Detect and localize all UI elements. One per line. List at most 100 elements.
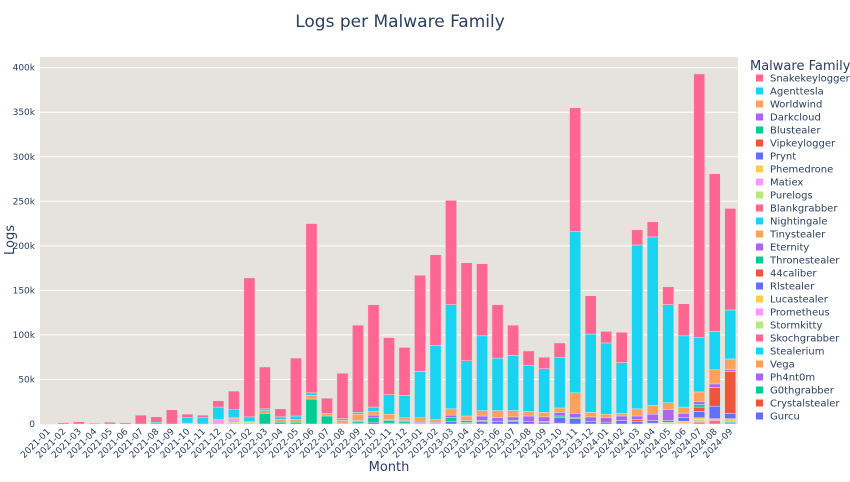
bar-prynt-2024-07[interactable] <box>693 411 706 419</box>
bar-agenttesla-2022-08[interactable] <box>336 418 349 421</box>
bar-darkcloud-2024-01[interactable] <box>600 417 612 423</box>
legend-item-blustealer[interactable]: Blustealer <box>756 126 821 137</box>
legend-item-tinystealer[interactable]: Tinystealer <box>756 230 826 241</box>
bar-snakekeylogger-2023-09[interactable] <box>538 356 550 370</box>
legend-item-lucastealer[interactable]: Lucastealer <box>756 295 829 306</box>
bar-darkcloud-2024-06[interactable] <box>677 413 690 419</box>
bar-darkcloud-2024-07[interactable] <box>693 401 706 405</box>
bar-snakekeylogger-2021-03[interactable] <box>72 421 85 425</box>
bar-agenttesla-2022-11[interactable] <box>383 394 395 415</box>
legend-item-crystalstealer[interactable]: Crystalstealer <box>756 399 840 410</box>
bar-snakekeylogger-2022-08[interactable] <box>336 372 349 419</box>
bar-agenttesla-2022-04[interactable] <box>274 416 287 420</box>
bar-blustealer-2022-12[interactable] <box>398 421 411 424</box>
bar-worldwind-2023-03[interactable] <box>445 408 457 416</box>
bar-snakekeylogger-2022-06[interactable] <box>305 223 318 394</box>
bar-darkcloud-2024-08[interactable] <box>708 383 721 388</box>
bar-blustealer-2022-07[interactable] <box>321 415 333 425</box>
bar-darkcloud-2023-04[interactable] <box>460 420 473 423</box>
legend-item-vipkeylogger[interactable]: Vipkeylogger <box>756 139 836 150</box>
bar-darkcloud-2022-10[interactable] <box>367 414 380 419</box>
bar-worldwind-2022-11[interactable] <box>383 413 395 420</box>
legend-item-nightingale[interactable]: Nightingale <box>756 217 827 228</box>
bar-prynt-2023-12[interactable] <box>584 421 597 425</box>
bar-agenttesla-2023-12[interactable] <box>584 333 597 413</box>
bar-worldwind-2023-05[interactable] <box>476 410 488 417</box>
bar-phemedrone-2024-09[interactable] <box>724 418 737 423</box>
legend-item-prometheus[interactable]: Prometheus <box>756 308 830 319</box>
bar-prynt-2024-06[interactable] <box>677 417 690 422</box>
bar-worldwind-2023-08[interactable] <box>522 411 535 417</box>
bar-prynt-2024-04[interactable] <box>646 420 659 424</box>
bar-prynt-2022-10[interactable] <box>367 421 380 425</box>
bar-agenttesla-2022-09[interactable] <box>352 412 364 415</box>
bar-agenttesla-2022-10[interactable] <box>367 406 380 412</box>
bar-worldwind-2024-07[interactable] <box>693 391 706 402</box>
bar-worldwind-2024-09[interactable] <box>724 358 737 370</box>
bar-blustealer-2022-09[interactable] <box>352 421 364 424</box>
bar-snakekeylogger-2022-04[interactable] <box>274 408 287 418</box>
bar-agenttesla-2023-07[interactable] <box>507 355 519 411</box>
bar-snakekeylogger-2023-08[interactable] <box>522 350 535 366</box>
bar-blankgrabber-2024-08[interactable] <box>708 420 721 425</box>
bar-blustealer-2022-05[interactable] <box>290 421 302 425</box>
bar-snakekeylogger-2024-03[interactable] <box>631 229 644 246</box>
bar-purelogs-2024-07[interactable] <box>693 419 706 423</box>
bar-worldwind-2024-03[interactable] <box>631 408 644 417</box>
bar-snakekeylogger-2023-06[interactable] <box>491 304 504 359</box>
bar-snakekeylogger-2022-10[interactable] <box>367 304 380 408</box>
bar-snakekeylogger-2023-10[interactable] <box>553 342 566 358</box>
bar-darkcloud-2023-09[interactable] <box>538 416 550 422</box>
bar-snakekeylogger-2023-11[interactable] <box>569 107 581 232</box>
bar-agenttesla-2023-04[interactable] <box>460 360 473 417</box>
bar-snakekeylogger-2021-09[interactable] <box>166 409 178 425</box>
bar-worldwind-2023-04[interactable] <box>460 415 473 421</box>
bar-snakekeylogger-2021-08[interactable] <box>150 416 163 423</box>
bar-agenttesla-2023-11[interactable] <box>569 231 581 394</box>
bar-agenttesla-2024-01[interactable] <box>600 342 612 415</box>
legend-item-44caliber[interactable]: 44caliber <box>756 269 817 280</box>
bar-worldwind-2022-03[interactable] <box>259 410 271 414</box>
bar-worldwind-2022-04[interactable] <box>274 419 287 423</box>
bar-snakekeylogger-2024-02[interactable] <box>615 332 628 363</box>
bar-agenttesla-2023-03[interactable] <box>445 304 457 410</box>
bar-snakekeylogger-2024-05[interactable] <box>662 286 675 305</box>
bar-worldwind-2022-05[interactable] <box>290 419 302 423</box>
legend-item-snakekeylogger[interactable]: Snakekeylogger <box>756 74 850 85</box>
bar-snakekeylogger-2022-12[interactable] <box>398 347 411 396</box>
bar-blustealer-2022-06[interactable] <box>305 398 318 425</box>
bar-worldwind-2024-06[interactable] <box>677 406 690 414</box>
bar-agenttesla-2024-02[interactable] <box>615 362 628 414</box>
bar-agenttesla-2022-01[interactable] <box>228 409 240 419</box>
bar-agenttesla-2023-10[interactable] <box>553 356 566 409</box>
bar-matiex-2021-12[interactable] <box>212 419 225 425</box>
bar-snakekeylogger-2021-11[interactable] <box>197 414 209 419</box>
bar-agenttesla-2023-08[interactable] <box>522 364 535 412</box>
legend-item-agenttesla[interactable]: Agenttesla <box>756 87 824 98</box>
bar-snakekeylogger-2024-01[interactable] <box>600 331 612 344</box>
bar-worldwind-2024-08[interactable] <box>708 369 721 385</box>
bar-agenttesla-2021-11[interactable] <box>197 417 209 425</box>
bar-worldwind-2024-02[interactable] <box>615 413 628 417</box>
bar-agenttesla-2023-05[interactable] <box>476 335 488 411</box>
legend-item-stormkitty[interactable]: Stormkitty <box>756 321 822 332</box>
bar-prynt-2024-08[interactable] <box>708 405 721 419</box>
bar-darkcloud-2023-05[interactable] <box>476 415 488 421</box>
bar-agenttesla-2024-08[interactable] <box>708 331 721 370</box>
bar-worldwind-2022-06[interactable] <box>305 395 318 400</box>
bar-agenttesla-2024-03[interactable] <box>631 244 644 410</box>
bar-purelogs-2022-02[interactable] <box>243 421 256 425</box>
bar-snakekeylogger-2023-12[interactable] <box>584 295 597 335</box>
bar-agenttesla-2024-09[interactable] <box>724 309 737 360</box>
bar-snakekeylogger-2024-06[interactable] <box>677 303 690 337</box>
bar-agenttesla-2024-05[interactable] <box>662 304 675 403</box>
legend-item-gurcu[interactable]: Gurcu <box>756 412 800 423</box>
bar-snakekeylogger-2021-07[interactable] <box>134 414 147 425</box>
legend-item-phemedrone[interactable]: Phemedrone <box>756 165 833 176</box>
bar-prynt-2023-03[interactable] <box>445 421 457 425</box>
bar-worldwind-2022-12[interactable] <box>398 417 411 421</box>
bar-snakekeylogger-2022-03[interactable] <box>259 366 271 410</box>
bar-prynt-2023-05[interactable] <box>476 421 488 425</box>
bar-prynt-2024-03[interactable] <box>631 421 644 425</box>
bar-snakekeylogger-2024-09[interactable] <box>724 208 737 311</box>
